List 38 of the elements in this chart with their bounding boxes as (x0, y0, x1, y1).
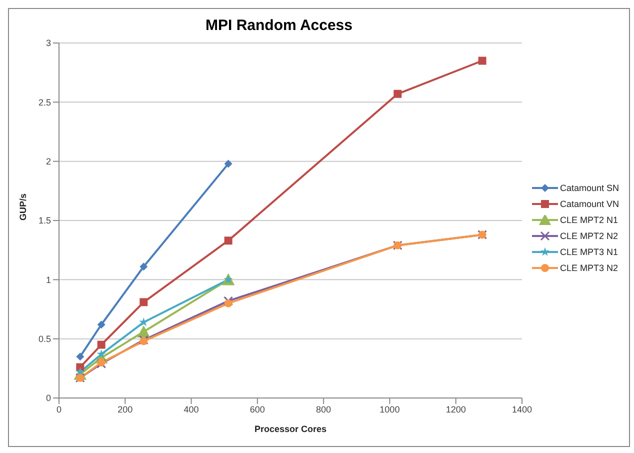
point (96, 349, 106, 358)
point (140, 298, 148, 306)
x-tick-label: 1200 (446, 404, 466, 414)
legend-label: CLE MPT2 N2 (560, 230, 618, 240)
y-tick-label: 0.5 (38, 334, 51, 344)
point (478, 56, 486, 65)
y-axis-title: GUP/s (18, 193, 28, 220)
point (139, 317, 148, 326)
y-tick-label: 1 (46, 274, 51, 285)
y-tick-label: 2.5 (38, 97, 51, 108)
legend-label: Catamount SN (560, 182, 619, 192)
point (76, 352, 84, 361)
point (224, 236, 232, 245)
y-tick-label: 1.5 (38, 216, 51, 226)
x-tick-label: 600 (250, 404, 265, 414)
x-axis-title: Processor Cores (254, 424, 327, 434)
legend-label: CLE MPT3 N1 (560, 246, 618, 256)
point (97, 340, 106, 349)
x-tick-label: 0 (56, 404, 62, 414)
chart-title: MPI Random Access (204, 17, 354, 34)
point (394, 90, 402, 98)
point (97, 320, 106, 329)
legend-label: CLE MPT3 N2 (560, 262, 618, 272)
point (224, 299, 232, 308)
x-tick-label: 1000 (380, 404, 400, 414)
point (224, 296, 234, 306)
point (224, 160, 232, 168)
x-tick-label: 1400 (512, 404, 532, 414)
x-tick-label: 800 (316, 404, 332, 414)
y-tick-label: 0 (46, 393, 51, 404)
y-tick-label: 3 (46, 38, 51, 48)
x-tick-label: 200 (118, 404, 133, 414)
point (137, 325, 150, 338)
x-tick-label: 400 (184, 404, 199, 414)
y-tick-label: 2 (46, 156, 51, 167)
legend-label: CLE MPT2 N1 (560, 214, 618, 224)
legend-label: Catamount VN (560, 198, 619, 208)
point (140, 262, 148, 271)
